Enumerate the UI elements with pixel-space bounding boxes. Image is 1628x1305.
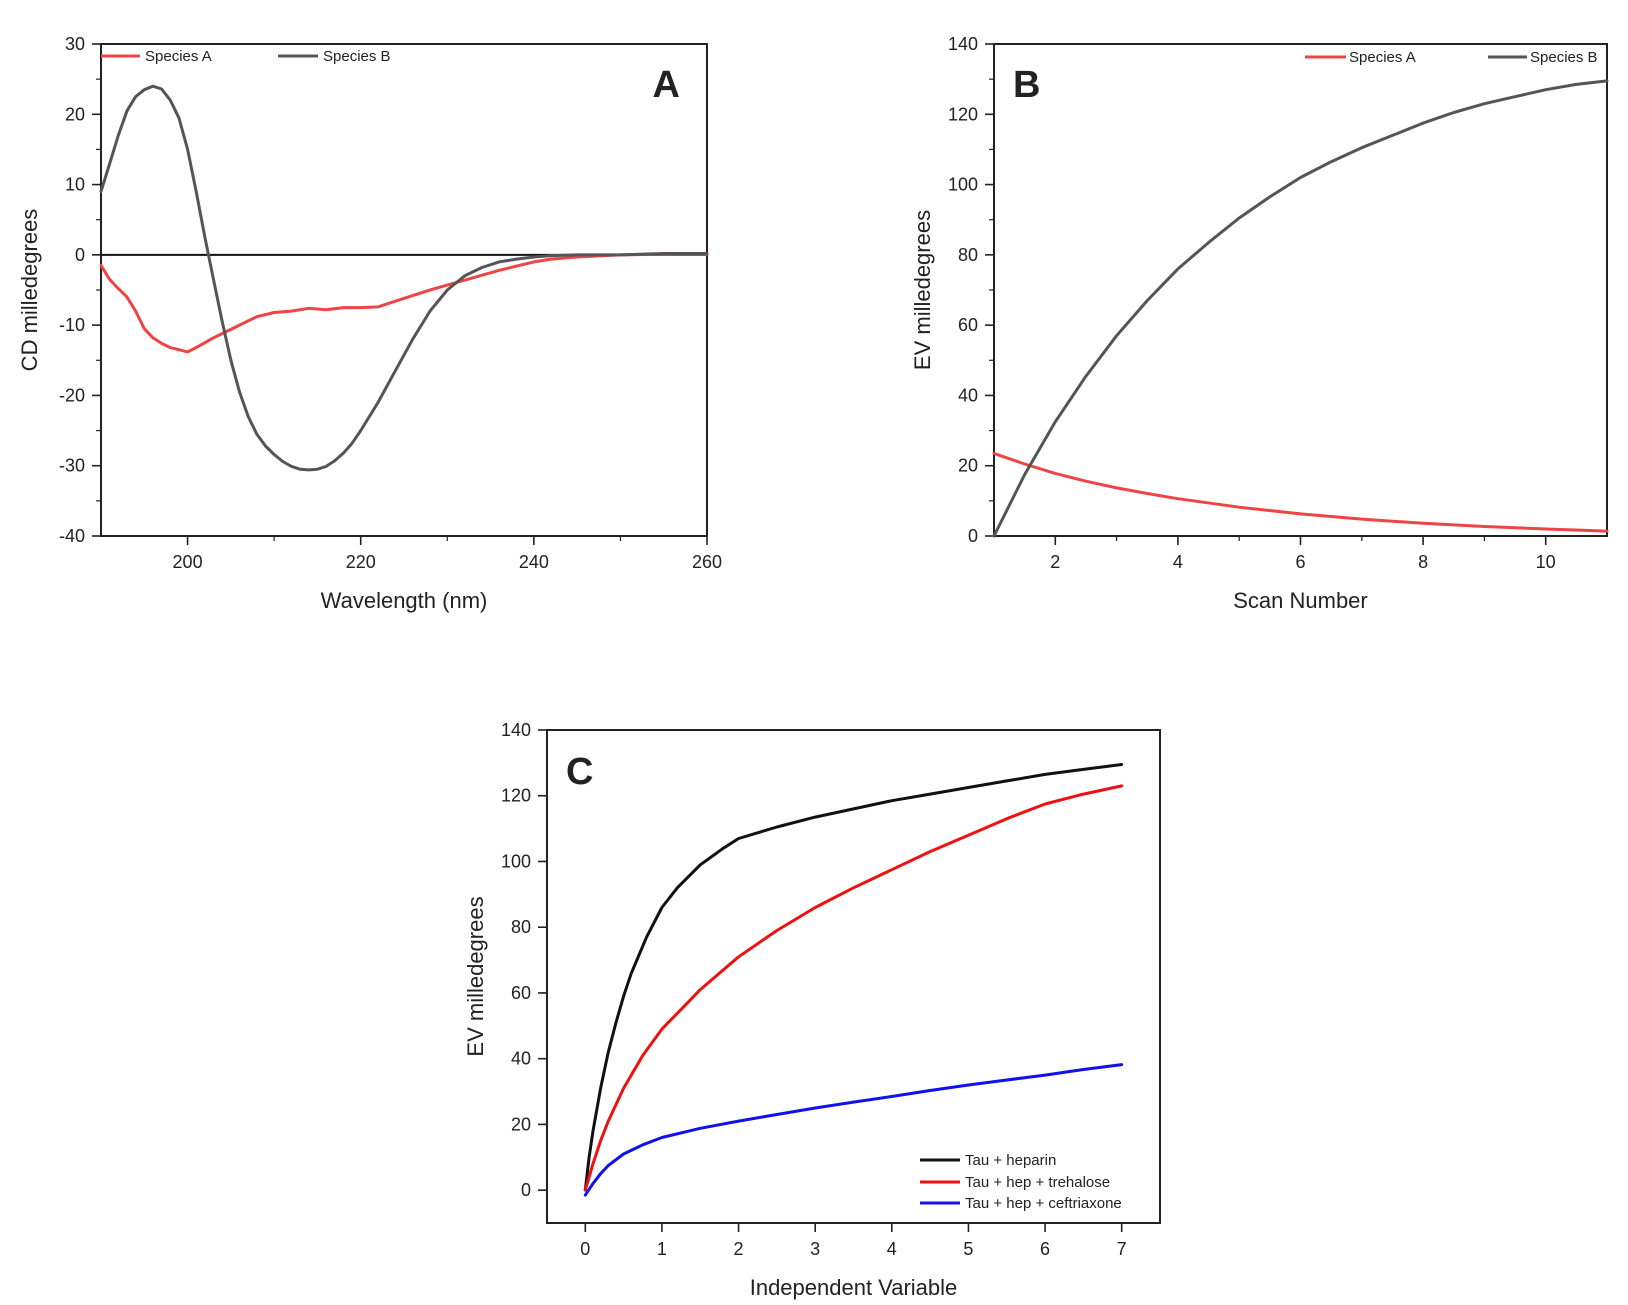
panel-a-chart: -40 -30 -20 -10 0 10 20 30 200 220 240 260 Wavelengt… [17, 34, 722, 613]
panel-b-frame [993, 43, 1608, 537]
panel-letter: C [566, 751, 593, 793]
x-tick-label: 5 [963, 1239, 973, 1259]
series-line-tau-hep-trehalose [583, 784, 1124, 1192]
series-line-tau-heparin [583, 763, 1124, 1192]
y-tick-label: 0 [968, 526, 978, 546]
y-axis-label: EV milledegrees [463, 896, 488, 1056]
y-tick-label: 30 [65, 34, 85, 54]
series-line-species-a [992, 451, 1609, 533]
y-tick-label: 40 [511, 1049, 531, 1069]
panel-a-frame [100, 43, 708, 537]
y-tick-label: 100 [501, 851, 531, 871]
x-tick-label: 8 [1418, 552, 1428, 572]
y-tick-label: -10 [59, 315, 85, 335]
panel-b-chart: 0 20 40 60 80 100 120 140 2 4 6 8 10 Scan Number EV mi… [910, 34, 1609, 613]
x-tick-label: 260 [692, 552, 722, 572]
y-tick-label: 140 [948, 34, 978, 54]
y-tick-label: 80 [958, 245, 978, 265]
x-tick-label: 0 [580, 1239, 590, 1259]
panel-letter: B [1013, 64, 1040, 106]
y-tick-label: -20 [59, 385, 85, 405]
x-tick-label: 2 [1050, 552, 1060, 572]
legend-label: Tau + hep + trehalose [965, 1174, 1110, 1191]
y-tick-label: 60 [511, 983, 531, 1003]
x-axis-label: Wavelength (nm) [321, 588, 488, 613]
y-tick-label: 20 [65, 104, 85, 124]
x-tick-label: 4 [887, 1239, 897, 1259]
y-tick-label: 100 [948, 175, 978, 195]
legend-label: Species B [1530, 49, 1598, 66]
legend-label: Species A [1349, 49, 1416, 66]
panel-c-chart: 0 20 40 60 80 100 120 140 0 1 2 3 4 5 6 7 Independent Va… [463, 720, 1161, 1300]
legend-label: Tau + hep + ceftriaxone [965, 1195, 1122, 1212]
y-axis-label: CD milledegrees [17, 209, 42, 372]
y-tick-label: 40 [958, 385, 978, 405]
x-axis-label: Scan Number [1233, 588, 1368, 613]
y-tick-label: 0 [521, 1180, 531, 1200]
y-tick-label: 20 [958, 456, 978, 476]
series-line-species-b [99, 84, 709, 472]
x-tick-label: 4 [1173, 552, 1183, 572]
x-tick-label: 6 [1295, 552, 1305, 572]
x-tick-label: 2 [734, 1239, 744, 1259]
y-tick-label: 60 [958, 315, 978, 335]
x-tick-label: 1 [657, 1239, 667, 1259]
y-tick-label: -40 [59, 526, 85, 546]
y-tick-label: 0 [75, 245, 85, 265]
y-tick-label: 10 [65, 175, 85, 195]
x-tick-label: 3 [810, 1239, 820, 1259]
series-line-tau-hep-ceftriaxone [583, 1063, 1124, 1197]
panel-c-frame [546, 729, 1161, 1224]
x-tick-label: 7 [1117, 1239, 1127, 1259]
x-tick-label: 240 [519, 552, 549, 572]
x-tick-label: 200 [173, 552, 203, 572]
legend-label: Species A [145, 48, 212, 65]
series-line-species-b [992, 79, 1609, 538]
series-line-species-a [99, 252, 709, 354]
panel-letter: A [653, 64, 680, 106]
legend-label: Tau + heparin [965, 1152, 1056, 1169]
y-tick-label: 120 [948, 104, 978, 124]
y-tick-label: 80 [511, 917, 531, 937]
y-tick-label: 140 [501, 720, 531, 740]
x-axis-label: Independent Variable [750, 1275, 958, 1300]
y-tick-label: 20 [511, 1114, 531, 1134]
y-tick-label: -30 [59, 456, 85, 476]
x-tick-label: 6 [1040, 1239, 1050, 1259]
legend-label: Species B [323, 48, 391, 65]
y-tick-label: 120 [501, 786, 531, 806]
y-axis-label: EV milledegrees [910, 210, 935, 370]
x-tick-label: 220 [346, 552, 376, 572]
x-tick-label: 10 [1536, 552, 1556, 572]
